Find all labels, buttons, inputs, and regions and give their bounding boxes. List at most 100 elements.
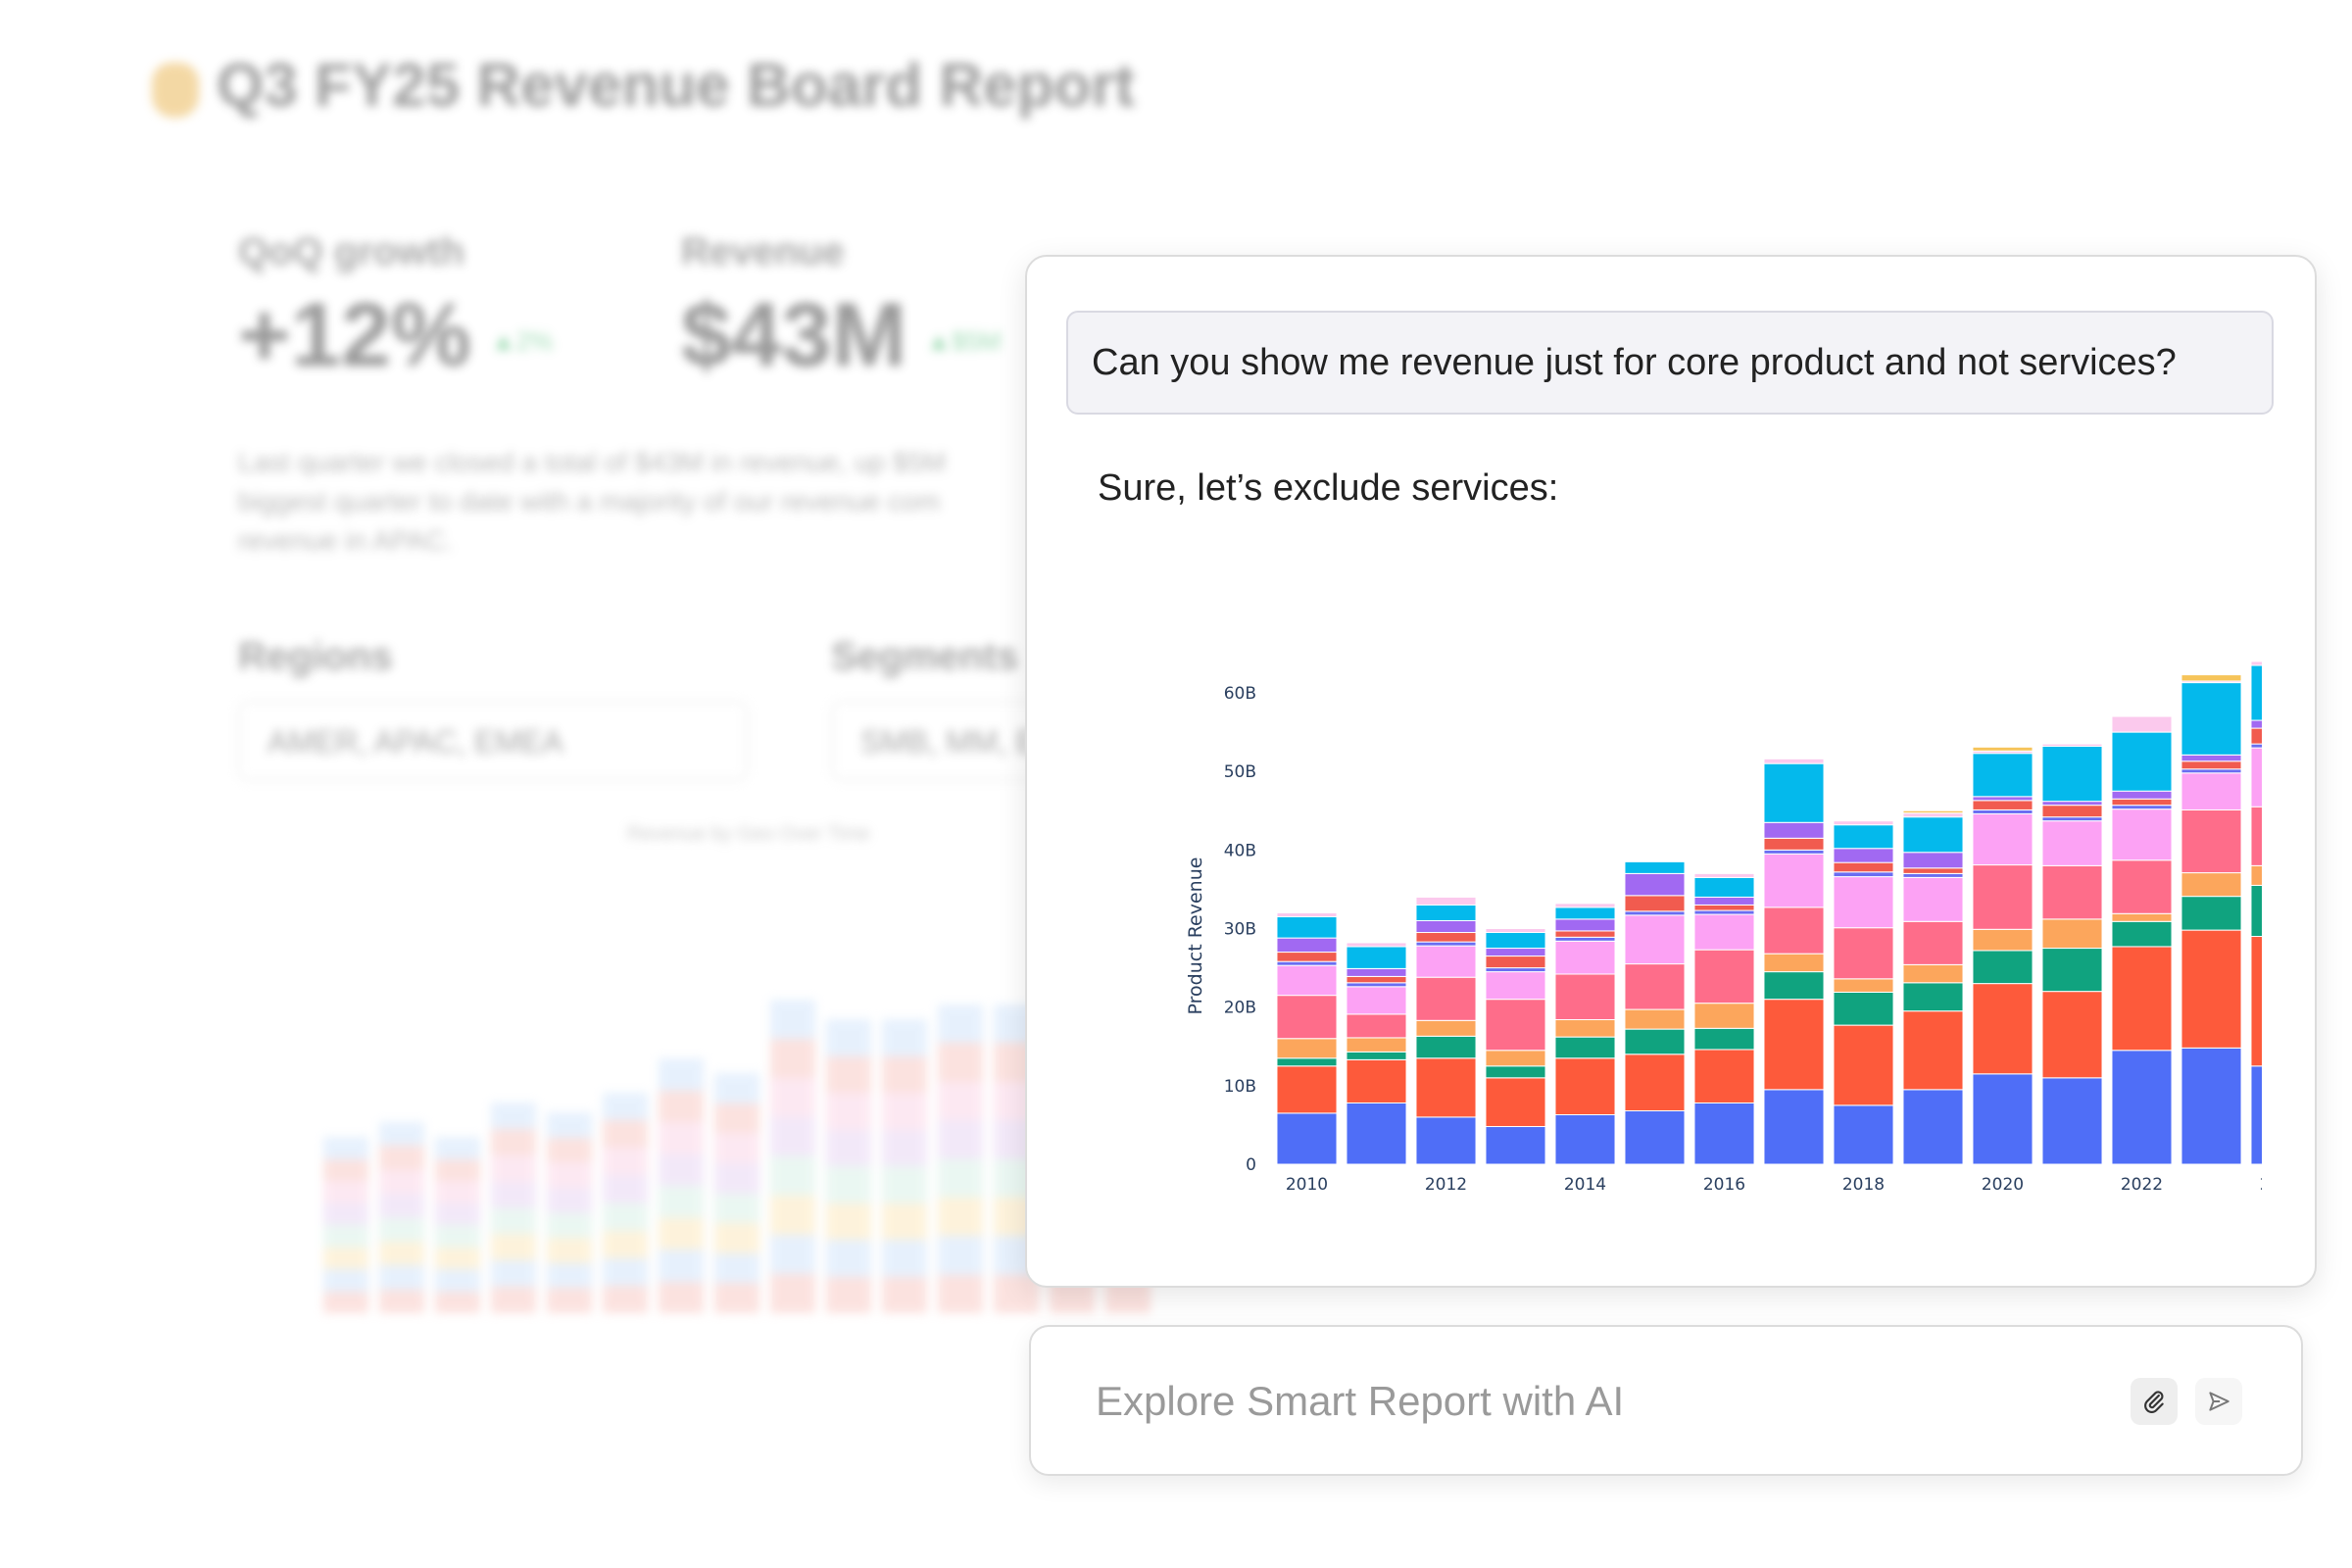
bar-segment[interactable] <box>2111 790 2173 800</box>
bar-segment[interactable] <box>2111 731 2173 792</box>
bar-segment[interactable] <box>1902 872 1964 878</box>
bar-segment[interactable] <box>1554 1057 1616 1115</box>
bar-segment[interactable] <box>2180 682 2242 756</box>
bar-segment[interactable] <box>1276 1038 1338 1059</box>
bar-segment[interactable] <box>1346 982 1407 988</box>
bar-segment[interactable] <box>1276 937 1338 954</box>
bar-segment[interactable] <box>1624 895 1686 912</box>
bar-segment[interactable] <box>2250 864 2262 886</box>
bar-segment[interactable] <box>1554 918 1616 932</box>
bar-segment[interactable] <box>1276 960 1338 966</box>
bar-segment[interactable] <box>2041 743 2103 748</box>
bar-segment[interactable] <box>1693 1003 1755 1029</box>
bar-segment[interactable] <box>1972 753 2034 798</box>
bar-segment[interactable] <box>2180 760 2242 770</box>
bar-segment[interactable] <box>2250 884 2262 938</box>
bar-segment[interactable] <box>1693 872 1755 878</box>
send-button[interactable] <box>2195 1378 2242 1425</box>
bar-segment[interactable] <box>1902 867 1964 874</box>
bar-segment[interactable] <box>1415 1035 1477 1059</box>
bar-segment[interactable] <box>2041 864 2103 920</box>
bar-segment[interactable] <box>1346 986 1407 1015</box>
bar-segment[interactable] <box>1902 1089 1964 1165</box>
bar-segment[interactable] <box>1554 1036 1616 1059</box>
bar-segment[interactable] <box>1554 1018 1616 1038</box>
bar-segment[interactable] <box>1485 1126 1546 1165</box>
bar-segment[interactable] <box>1346 1058 1407 1103</box>
bar-segment[interactable] <box>2180 808 2242 874</box>
bar-segment[interactable] <box>1902 963 1964 984</box>
bar-segment[interactable] <box>1346 1013 1407 1039</box>
bar-segment[interactable] <box>1485 928 1546 934</box>
bar-segment[interactable] <box>1554 1113 1616 1165</box>
bar-segment[interactable] <box>1276 964 1338 997</box>
bar-segment[interactable] <box>1902 812 1964 818</box>
bar-segment[interactable] <box>1554 973 1616 1020</box>
bar-segment[interactable] <box>1902 1010 1964 1091</box>
bar-segment[interactable] <box>1415 896 1477 906</box>
bar-segment[interactable] <box>2111 1050 2173 1165</box>
bar-segment[interactable] <box>1972 1073 2034 1165</box>
bar-segment[interactable] <box>1415 1019 1477 1037</box>
bar-segment[interactable] <box>2250 661 2262 666</box>
bar-segment[interactable] <box>2041 816 2103 822</box>
bar-segment[interactable] <box>1346 1037 1407 1053</box>
bar-segment[interactable] <box>1624 1109 1686 1165</box>
bar-segment[interactable] <box>2041 801 2103 807</box>
bar-segment[interactable] <box>2180 929 2242 1049</box>
bar-segment[interactable] <box>2180 754 2242 762</box>
bar-segment[interactable] <box>1415 976 1477 1021</box>
bar-segment[interactable] <box>1346 975 1407 984</box>
bar-segment[interactable] <box>1833 871 1894 878</box>
bar-segment[interactable] <box>1833 876 1894 929</box>
bar-segment[interactable] <box>1902 816 1964 854</box>
bar-segment[interactable] <box>1763 758 1825 764</box>
bar-segment[interactable] <box>1346 1051 1407 1060</box>
bar-segment[interactable] <box>1485 967 1546 973</box>
bar-segment[interactable] <box>1972 800 2034 810</box>
bar-segment[interactable] <box>1415 1057 1477 1118</box>
prompt-input[interactable] <box>1094 1371 2078 1432</box>
bar-segment[interactable] <box>1624 963 1686 1010</box>
bar-segment[interactable] <box>1833 848 1894 863</box>
bar-segment[interactable] <box>1554 930 1616 938</box>
bar-segment[interactable] <box>1972 864 2034 930</box>
bar-segment[interactable] <box>1833 978 1894 993</box>
regions-filter[interactable]: AMER, APAC, EMEA <box>238 701 748 781</box>
bar-segment[interactable] <box>1624 860 1686 874</box>
bar-segment[interactable] <box>1763 971 1825 1001</box>
bar-segment[interactable] <box>1833 824 1894 850</box>
bar-segment[interactable] <box>1346 946 1407 969</box>
bar-segment[interactable] <box>2111 715 2173 733</box>
bar-segment[interactable] <box>1763 953 1825 973</box>
bar-segment[interactable] <box>1972 808 2034 814</box>
bar-segment[interactable] <box>1485 1065 1546 1079</box>
bar-segment[interactable] <box>1693 1027 1755 1051</box>
bar-segment[interactable] <box>2250 719 2262 729</box>
bar-segment[interactable] <box>1763 849 1825 855</box>
bar-segment[interactable] <box>2041 805 2103 818</box>
bar-segment[interactable] <box>1693 909 1755 915</box>
bar-segment[interactable] <box>1693 913 1755 951</box>
bar-segment[interactable] <box>1346 942 1407 948</box>
bar-segment[interactable] <box>2111 859 2173 914</box>
bar-segment[interactable] <box>1485 948 1546 957</box>
bar-segment[interactable] <box>1972 796 2034 802</box>
bar-segment[interactable] <box>1485 971 1546 1001</box>
bar-segment[interactable] <box>1763 853 1825 908</box>
bar-segment[interactable] <box>2111 798 2173 807</box>
bar-segment[interactable] <box>1554 903 1616 908</box>
bar-segment[interactable] <box>2180 872 2242 898</box>
bar-segment[interactable] <box>1276 952 1338 962</box>
bar-segment[interactable] <box>1693 949 1755 1004</box>
bar-segment[interactable] <box>1415 945 1477 978</box>
bar-segment[interactable] <box>2180 772 2242 810</box>
bar-segment[interactable] <box>1485 1050 1546 1067</box>
bar-segment[interactable] <box>1554 940 1616 975</box>
bar-segment[interactable] <box>2041 820 2103 866</box>
bar-segment[interactable] <box>2180 768 2242 774</box>
bar-segment[interactable] <box>2041 746 2103 803</box>
bar-segment[interactable] <box>1972 812 2034 866</box>
bar-segment[interactable] <box>1972 983 2034 1075</box>
bar-segment[interactable] <box>1485 932 1546 950</box>
